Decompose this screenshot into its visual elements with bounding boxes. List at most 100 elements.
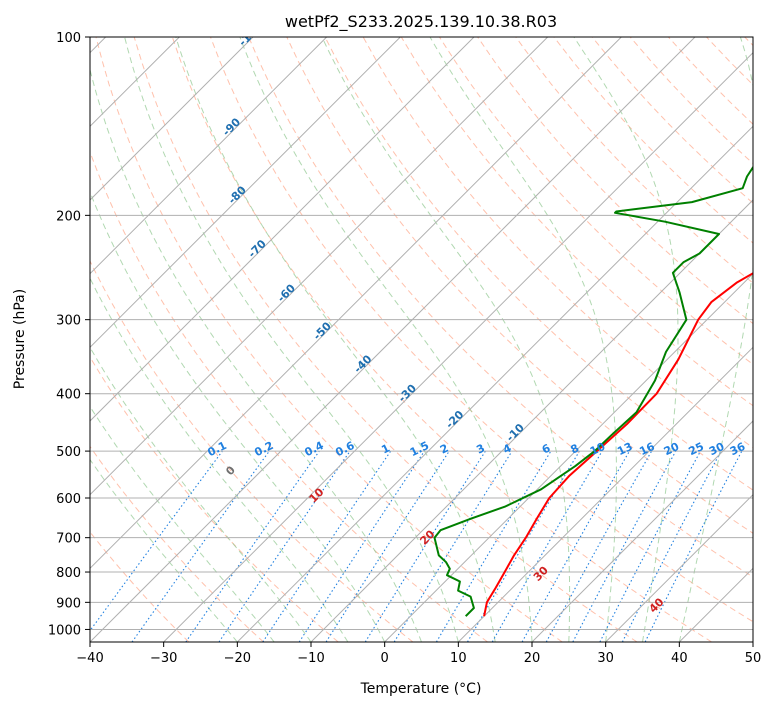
- adiabat-label: -30: [396, 381, 419, 404]
- mixing-ratio-line: [131, 450, 270, 642]
- mixing-ratio-line: [435, 450, 552, 642]
- mixing-ratio-label: 36: [728, 440, 748, 459]
- y-tick-label: 700: [56, 532, 81, 547]
- mixing-ratio-label: 0.6: [333, 439, 357, 459]
- mixing-ratio-label: 6: [540, 441, 553, 456]
- isotherm: [90, 37, 328, 275]
- x-tick-label: −20: [224, 651, 251, 666]
- mixing-ratio-label: 2: [438, 442, 451, 457]
- y-tick-label: 500: [56, 445, 81, 460]
- mixing-ratio-line: [185, 450, 320, 642]
- mixing-ratio-label: 13: [615, 440, 634, 458]
- y-tick-label: 900: [56, 596, 81, 611]
- isotherm: [90, 37, 696, 642]
- y-tick-label: 300: [56, 314, 81, 329]
- dry-adiabat: [515, 37, 753, 284]
- x-tick-label: 10: [450, 651, 467, 666]
- isotherm: [90, 37, 254, 201]
- dry-adiabat: [90, 445, 264, 642]
- moist-adiabat: [429, 37, 617, 642]
- isotherm: [90, 37, 401, 349]
- moist-adiabat: [90, 190, 386, 642]
- isotherm: [384, 272, 753, 642]
- mixing-ratio-line: [644, 450, 743, 642]
- moist-adiabat: [90, 67, 422, 642]
- isotherm: [236, 125, 753, 642]
- dry-adiabat: [90, 259, 414, 642]
- x-axis-label: Temperature (°C): [360, 681, 482, 697]
- profile-line-1: [433, 165, 753, 617]
- dry-adiabat: [706, 37, 753, 86]
- moist-adiabat: [124, 37, 459, 642]
- moist-adiabat: [678, 37, 753, 642]
- isotherm: [90, 37, 622, 570]
- y-tick-label: 100: [56, 31, 81, 46]
- x-tick-label: 30: [597, 651, 614, 666]
- x-tick-label: −40: [76, 651, 103, 666]
- mixing-ratio-line: [298, 450, 425, 642]
- dry-adiabat: [90, 531, 190, 642]
- isotherm: [605, 493, 753, 642]
- isotherm: [90, 37, 549, 496]
- mixing-ratio-label: 20: [662, 440, 682, 459]
- dry-adiabat: [286, 37, 753, 534]
- mixing-ratio-line: [599, 450, 701, 642]
- isotherm: [678, 567, 753, 642]
- isotherm: [163, 51, 753, 642]
- x-tick-label: −30: [150, 651, 177, 666]
- moist-adiabat: [90, 405, 275, 642]
- profile-line-0: [483, 272, 753, 617]
- moist-adiabat: [90, 458, 238, 642]
- dry-adiabat: [553, 37, 753, 244]
- adiabat-label: -100: [236, 20, 265, 49]
- moist-adiabat: [90, 277, 349, 642]
- dry-adiabat: [591, 37, 753, 204]
- dry-adiabat: [668, 37, 753, 125]
- x-tick-label: 50: [745, 651, 762, 666]
- x-tick-label: 20: [524, 651, 541, 666]
- adiabat-label: -50: [311, 319, 334, 342]
- y-tick-label: 400: [56, 388, 81, 403]
- mixing-ratio-label: 8: [569, 442, 582, 457]
- x-tick-label: 0: [381, 651, 389, 666]
- mixing-ratio-label: 1: [379, 442, 392, 457]
- mixing-ratio-label: 0.2: [252, 439, 275, 459]
- adiabat-label: -70: [246, 237, 269, 260]
- mixing-ratio-label: 0.1: [205, 439, 228, 459]
- mixing-ratio-label: 10: [588, 440, 608, 459]
- y-tick-label: 800: [56, 566, 81, 581]
- y-tick-label: 1000: [48, 623, 81, 638]
- mixing-ratio-line: [262, 450, 392, 642]
- mixing-ratio-line: [572, 450, 677, 642]
- dry-adiabat: [95, 37, 563, 642]
- moist-adiabat: [239, 37, 533, 642]
- dry-adiabat: [90, 150, 488, 642]
- dry-adiabat: [171, 37, 712, 642]
- mixing-ratio-label: 1.5: [408, 439, 431, 459]
- isotherm: [531, 420, 753, 642]
- mixing-ratio-line: [521, 450, 630, 642]
- mixing-ratio-label: 16: [637, 440, 657, 459]
- mixing-ratio-line: [325, 450, 450, 642]
- x-tick-label: 40: [671, 651, 688, 666]
- mixing-ratio-line: [218, 450, 351, 642]
- x-tick-label: −10: [297, 651, 324, 666]
- isotherm: [752, 641, 753, 642]
- isotherm: [90, 37, 475, 422]
- y-tick-label: 600: [56, 492, 81, 507]
- mixing-ratio-label: 3: [474, 442, 487, 457]
- dry-adiabat: [248, 37, 753, 578]
- mixing-ratio-line: [90, 450, 223, 632]
- mixing-ratio-label: 25: [686, 440, 705, 458]
- isotherm: [457, 346, 753, 642]
- y-axis-label: Pressure (hPa): [12, 289, 28, 389]
- adiabat-label: -80: [226, 183, 249, 206]
- plot-frame: [89, 36, 754, 643]
- dry-adiabat: [133, 37, 638, 642]
- adiabat-label: -90: [220, 115, 243, 138]
- mixing-ratio-line: [545, 450, 653, 642]
- mixing-ratio-label: 30: [707, 440, 727, 459]
- dry-adiabat: [744, 37, 753, 47]
- mixing-ratio-label: 0.4: [303, 439, 327, 459]
